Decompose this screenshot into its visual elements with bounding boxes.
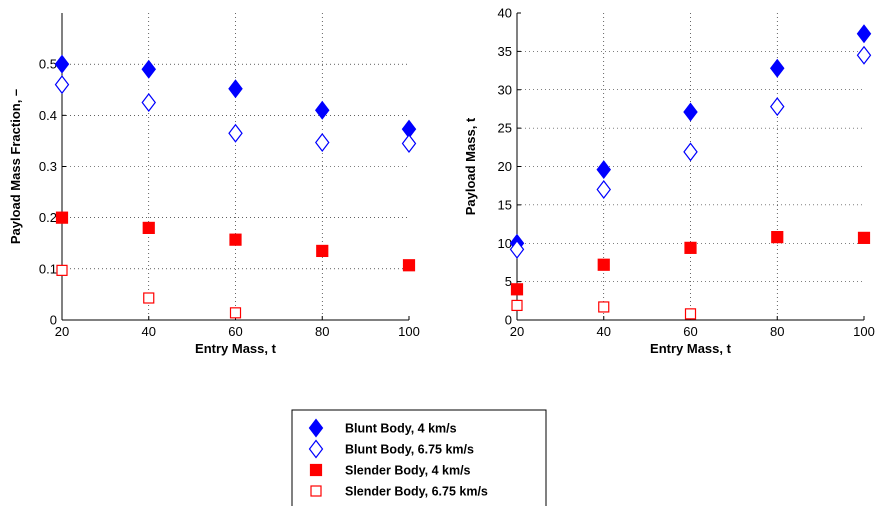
- data-point: [55, 211, 69, 224]
- data-point: [511, 299, 523, 312]
- data-point: [142, 221, 155, 234]
- legend-label: Slender Body, 4 km/s: [345, 464, 471, 478]
- data-point: [509, 239, 525, 259]
- series-2: [54, 75, 417, 153]
- y-tick-label: 5: [505, 274, 512, 289]
- data-point: [56, 264, 68, 276]
- series-4: [56, 264, 242, 319]
- y-tick-label: 35: [498, 44, 512, 59]
- x-tick-label: 20: [55, 324, 69, 339]
- data-point: [684, 308, 697, 320]
- legend-item: Slender Body, 6.75 km/s: [310, 485, 488, 499]
- data-point: [597, 258, 610, 271]
- data-point: [598, 301, 610, 313]
- data-point: [510, 283, 524, 296]
- data-point: [228, 79, 243, 99]
- y-tick-label: 0.1: [39, 261, 57, 276]
- legend-marker: [310, 485, 322, 497]
- y-tick-label: 0.3: [39, 159, 57, 174]
- series-1: [54, 54, 417, 139]
- data-point: [141, 93, 157, 113]
- data-point: [596, 180, 612, 200]
- x-tick-label: 40: [597, 324, 611, 339]
- y-tick-label: 20: [498, 159, 512, 174]
- data-point: [683, 102, 698, 122]
- x-tick-label: 80: [770, 324, 784, 339]
- data-point: [314, 132, 330, 152]
- data-point: [54, 54, 70, 74]
- data-point: [683, 142, 698, 162]
- data-point: [769, 97, 785, 117]
- y-axis-label: Payload Mass, t: [463, 117, 478, 215]
- y-tick-label: 10: [498, 236, 512, 251]
- y-tick-label: 15: [498, 197, 512, 212]
- y-tick-label: 0: [505, 313, 512, 328]
- data-point: [402, 259, 416, 272]
- data-point: [684, 241, 697, 254]
- data-point: [857, 231, 871, 244]
- legend-box: [291, 409, 547, 506]
- y-tick-label: 25: [498, 121, 512, 136]
- x-tick-label: 20: [510, 324, 524, 339]
- x-axis-label: Entry Mass, t: [650, 341, 732, 356]
- legend-label: Blunt Body, 6.75 km/s: [345, 443, 474, 457]
- y-tick-label: 0: [50, 313, 57, 328]
- data-point: [229, 307, 242, 319]
- series-3: [55, 211, 416, 272]
- data-point: [596, 160, 612, 180]
- legend-item: Blunt Body, 4 km/s: [308, 418, 457, 438]
- x-tick-label: 60: [228, 324, 242, 339]
- x-tick-label: 60: [683, 324, 697, 339]
- data-point: [314, 100, 330, 120]
- x-tick-label: 80: [315, 324, 329, 339]
- grid: [517, 13, 864, 320]
- legend-marker: [309, 463, 323, 477]
- x-tick-label: 100: [398, 324, 420, 339]
- data-point: [856, 45, 872, 65]
- legend-marker: [308, 418, 324, 438]
- y-tick-label: 40: [498, 6, 512, 21]
- data-point: [141, 59, 157, 79]
- x-tick-label: 100: [853, 324, 875, 339]
- legend-item: Slender Body, 4 km/s: [309, 463, 471, 478]
- data-point: [856, 24, 872, 44]
- data-point: [769, 58, 785, 78]
- data-point: [401, 133, 417, 153]
- left-chart: 20 40 60 80 100 0 0.1 0.2 0.3 0.4 0.5 Entry Mass, t…: [8, 13, 420, 356]
- legend-item: Blunt Body, 6.75 km/s: [308, 439, 474, 459]
- data-point: [228, 123, 243, 143]
- y-tick-label: 0.2: [39, 210, 57, 225]
- legend: Blunt Body, 4 km/s Blunt Body, 6.75 km/s S…: [291, 409, 547, 506]
- data-point: [316, 244, 329, 258]
- x-axis-label: Entry Mass, t: [195, 341, 277, 356]
- data-point: [229, 233, 242, 246]
- data-point: [143, 292, 155, 304]
- x-tick-label: 40: [142, 324, 156, 339]
- y-tick-label: 0.5: [39, 57, 57, 72]
- legend-marker: [308, 439, 324, 459]
- y-tick-label: 30: [498, 82, 512, 97]
- right-chart: 20 40 60 80 100 0 5 10 15 20 25 30 35 40 Entry Mass, t…: [463, 6, 875, 357]
- legend-label: Slender Body, 6.75 km/s: [345, 485, 488, 499]
- grid: [62, 13, 409, 320]
- legend-label: Blunt Body, 4 km/s: [345, 422, 457, 436]
- series-4: [511, 299, 697, 320]
- series-2: [509, 45, 872, 259]
- y-tick-label: 0.4: [39, 108, 57, 123]
- series-3: [510, 231, 871, 296]
- y-axis-label: Payload Mass Fraction, –: [8, 89, 23, 244]
- data-point: [54, 75, 70, 95]
- data-point: [771, 231, 784, 244]
